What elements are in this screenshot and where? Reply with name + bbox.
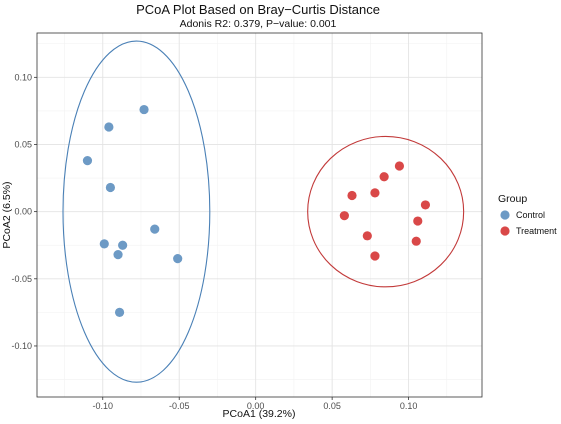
chart-subtitle: Adonis R2: 0.379, P−value: 0.001 (180, 18, 337, 30)
x-tick-label: 0.00 (247, 401, 265, 411)
control-point (139, 104, 149, 115)
control-point (114, 307, 125, 317)
control-point (118, 240, 128, 250)
y-tick-label: -0.05 (11, 274, 32, 284)
treatment-point (370, 251, 380, 261)
x-axis-ticks: -0.10 -0.05 0.00 0.05 0.10 (92, 397, 417, 411)
confidence-ellipses (62, 40, 465, 383)
legend-key-treatment (500, 226, 510, 236)
treatment-point (420, 200, 431, 210)
control-point (104, 122, 114, 132)
x-tick-label: -0.10 (92, 401, 113, 411)
control-point (99, 239, 109, 249)
y-tick-label: -0.10 (11, 341, 32, 351)
x-axis-label: PCoA1 (39.2%) (223, 408, 296, 420)
treatment-point (339, 211, 349, 221)
y-tick-label: 0.00 (14, 207, 32, 217)
legend-title: Group (498, 193, 527, 205)
y-tick-label: 0.10 (14, 72, 32, 82)
chart-title: PCoA Plot Based on Bray−Curtis Distance (136, 2, 380, 17)
x-tick-label: 0.10 (400, 401, 418, 411)
control-point (113, 250, 123, 260)
y-tick-label: 0.05 (14, 139, 32, 149)
legend-label-control: Control (516, 210, 545, 220)
control-point (82, 156, 93, 166)
gridlines (37, 33, 482, 397)
plot-panel-border (36, 32, 483, 398)
treatment-ellipse (307, 135, 465, 288)
treatment-point (347, 190, 357, 201)
y-axis-label: PCoA2 (6.5%) (1, 181, 13, 248)
x-tick-label: -0.05 (169, 401, 190, 411)
treatment-point (413, 216, 423, 226)
treatment-point (362, 231, 372, 241)
legend-key-control (500, 210, 510, 220)
legend-label-treatment: Treatment (516, 226, 557, 236)
control-point (150, 224, 160, 234)
treatment-point (411, 236, 421, 246)
legend: Group Control Treatment (498, 193, 557, 236)
control-point (105, 182, 116, 193)
control-ellipse (62, 40, 211, 383)
treatment-point (394, 161, 405, 171)
x-tick-label: 0.05 (323, 401, 341, 411)
treatment-point (370, 188, 380, 198)
control-point (173, 254, 183, 264)
y-axis-ticks: -0.10 -0.05 0.00 0.05 0.10 (11, 72, 37, 351)
treatment-point (379, 172, 389, 182)
data-points (82, 104, 431, 317)
